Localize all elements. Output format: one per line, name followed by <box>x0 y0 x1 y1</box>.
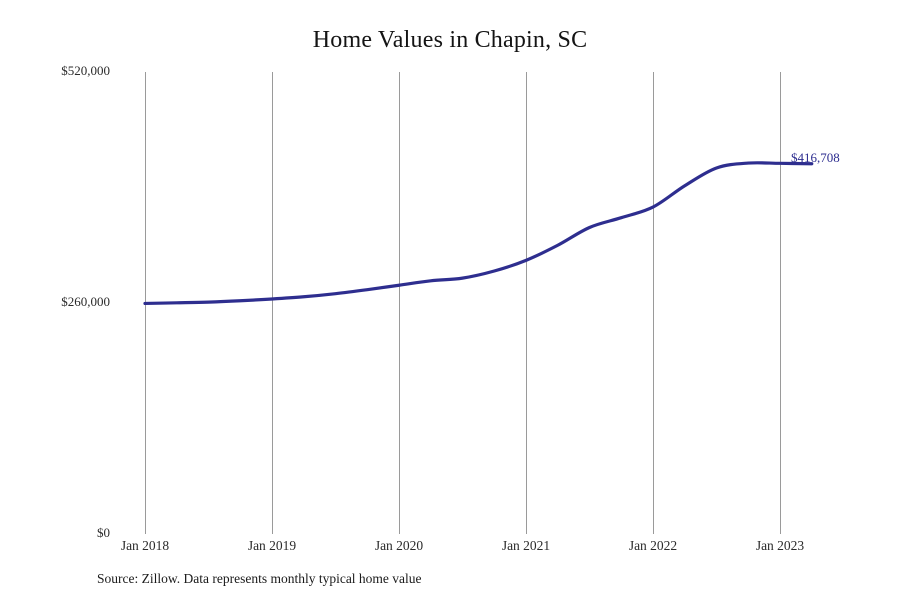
x-tick-label-jan-2021: Jan 2021 <box>501 538 551 553</box>
gridline-jan-2022 <box>653 72 654 534</box>
gridline-jan-2020 <box>399 72 400 534</box>
x-tick-label-jan-2019: Jan 2019 <box>247 538 297 553</box>
y-tick-label-top: $520,000 <box>61 63 110 78</box>
x-tick-label-jan-2023: Jan 2023 <box>755 538 805 553</box>
chart-title: Home Values in Chapin, SC <box>312 27 588 53</box>
data-line-smooth <box>143 161 814 306</box>
end-value-label: $416,708 <box>791 150 840 165</box>
gridline-jan-2021 <box>526 72 527 534</box>
y-tick-label-mid: $260,000 <box>61 294 110 309</box>
y-tick-label-bottom: $0 <box>97 525 110 540</box>
gridline-jan-2023 <box>780 72 781 534</box>
x-tick-label-jan-2022: Jan 2022 <box>628 538 678 553</box>
source-note: Source: Zillow. Data represents monthly … <box>97 571 422 586</box>
x-tick-label-jan-2020: Jan 2020 <box>374 538 424 553</box>
series-path-typical-home-value <box>143 161 814 306</box>
x-tick-label-jan-2018: Jan 2018 <box>120 538 170 553</box>
plot-area <box>120 72 814 534</box>
gridline-jan-2019 <box>272 72 273 534</box>
